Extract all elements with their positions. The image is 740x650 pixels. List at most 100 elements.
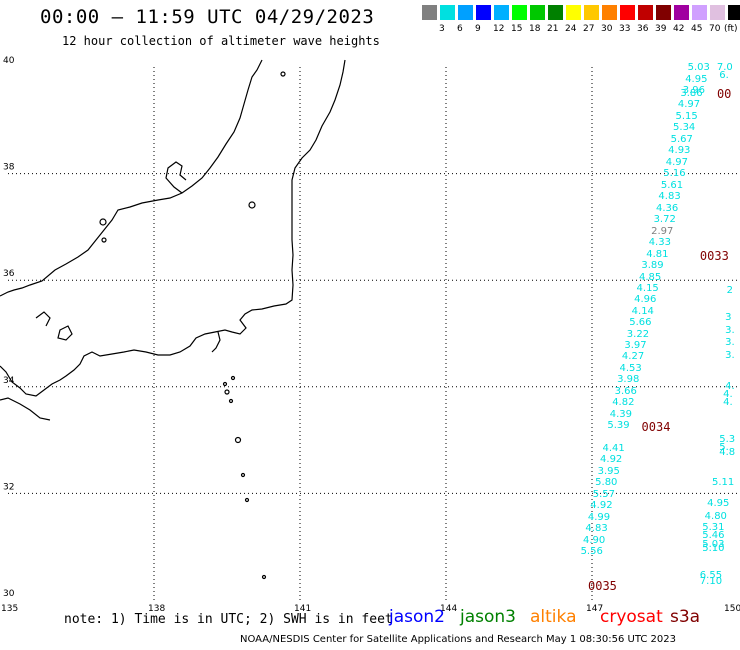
coastline-honshu-west <box>0 59 263 297</box>
swh-value: 4.96 <box>634 294 657 306</box>
color-swatch <box>728 5 740 20</box>
satellite-legend-item: cryosat <box>600 607 663 627</box>
color-scale-label: 6 <box>457 24 463 34</box>
swh-value: 3.22 <box>626 328 650 340</box>
color-scale-label: 12 <box>493 24 505 34</box>
swh-value: 5.46 <box>702 530 725 542</box>
color-scale-label: 21 <box>547 24 559 34</box>
swh-value: 4.81 <box>646 248 669 260</box>
swh-value: 4.33 <box>648 236 671 248</box>
swh-value: 3.96 <box>682 84 706 96</box>
swh-value: 4.82 <box>612 397 635 409</box>
swh-value: 4. <box>725 380 735 392</box>
swh-value: 5.16 <box>663 168 686 180</box>
swh-value: 4.41 <box>602 443 625 455</box>
swh-value: 4.27 <box>621 351 645 363</box>
swh-value: 4.83 <box>585 523 608 535</box>
swh-value: 4.85 <box>638 271 662 283</box>
swh-value: 4.92 <box>590 500 613 512</box>
color-scale-unit: (ft) <box>724 24 738 34</box>
time-tag: 0035 <box>588 579 617 594</box>
island-mikura <box>222 381 228 387</box>
latitude-labels: 40 38 36 34 32 30 <box>3 56 15 599</box>
swh-value: 3.72 <box>653 213 676 225</box>
swh-value: 5.57 <box>592 488 615 500</box>
coastline <box>0 59 346 580</box>
coastline-shikoku <box>0 397 51 421</box>
swh-value: 4.83 <box>658 191 681 203</box>
color-swatch <box>638 5 653 20</box>
satellite-legend-item: altika <box>530 607 577 627</box>
island-awashima <box>280 71 286 77</box>
swh-value: 4.95 <box>685 73 708 85</box>
color-swatch <box>440 5 455 20</box>
coastline-izu <box>211 331 221 353</box>
longitude-label: 144 <box>440 604 457 614</box>
swh-value: 5.03 <box>702 539 725 551</box>
color-swatch <box>458 5 473 20</box>
swh-value: 5. <box>719 441 729 453</box>
color-scale-label: 33 <box>619 24 631 34</box>
color-swatch <box>710 5 725 20</box>
latitude-label: 32 <box>3 482 14 492</box>
island-niijima <box>228 398 234 404</box>
swh-value: 3.97 <box>624 340 647 352</box>
latitude-label: 40 <box>3 56 15 66</box>
coastline-honshu-east <box>0 59 346 397</box>
latitude-label: 34 <box>3 376 15 386</box>
swh-value: 5.39 <box>607 420 630 432</box>
color-scale-label: 24 <box>565 24 577 34</box>
longitude-label: 141 <box>294 604 311 614</box>
time-tag: 00 <box>716 86 732 101</box>
swh-value: 6. <box>719 70 729 82</box>
swh-value: 5.67 <box>670 134 693 146</box>
color-swatch <box>566 5 581 20</box>
time-tag: 0034 <box>641 420 671 435</box>
swh-value: 4.8 <box>719 447 736 459</box>
satellite-legend-item: jason2 <box>389 607 445 627</box>
swh-value: 5.31 <box>702 521 725 533</box>
swh-value: 3.98 <box>617 374 640 386</box>
swh-value: 3 <box>725 311 732 323</box>
swh-value: 2 <box>726 284 733 296</box>
island-sado <box>248 201 256 209</box>
swh-value: 7.10 <box>699 576 723 588</box>
color-scale-label: 45 <box>691 24 703 34</box>
time-tag: 0033 <box>699 249 729 264</box>
graticule-grid <box>8 67 738 600</box>
island-lake <box>101 237 107 243</box>
longitude-labels: 135 138 141 144 147 150 <box>1 604 740 614</box>
swh-value: 4. <box>723 396 733 408</box>
color-scale-label: 15 <box>511 24 523 34</box>
swh-value: 5.61 <box>660 179 684 191</box>
swh-value: 4.14 <box>631 305 654 317</box>
color-scale-label: 42 <box>673 24 685 34</box>
longitude-label: 147 <box>586 604 603 614</box>
color-swatch <box>476 5 491 20</box>
swh-value: 4.93 <box>668 145 691 157</box>
island-aogashima <box>244 497 250 503</box>
swh-value: 4.97 <box>665 156 688 168</box>
page-subtitle: 12 hour collection of altimeter wave hei… <box>62 34 380 48</box>
island-tokyo-bay <box>230 375 236 381</box>
color-scale-label: 36 <box>637 24 649 34</box>
swh-value: 2.97 <box>651 225 674 237</box>
swh-value: 4.99 <box>587 511 611 523</box>
latitude-label: 30 <box>3 589 15 599</box>
swh-value: 5.56 <box>580 546 603 558</box>
color-scale-label: 39 <box>655 24 667 34</box>
swh-value: 3.86 <box>680 87 703 99</box>
swh-value: 4.39 <box>609 409 633 421</box>
swh-value: 7.0 <box>716 62 733 74</box>
swh-value: 5.10 <box>702 543 725 555</box>
swh-value: 5.80 <box>595 477 618 489</box>
color-swatch <box>494 5 509 20</box>
color-swatch <box>656 5 671 20</box>
longitude-label: 138 <box>148 604 165 614</box>
footer-credit: NOAA/NESDIS Center for Satellite Applica… <box>240 634 676 645</box>
color-swatch <box>620 5 635 20</box>
swh-value: 4.80 <box>704 511 727 523</box>
swh-value: 5.03 <box>687 62 710 74</box>
swh-value: 4.97 <box>677 99 701 111</box>
